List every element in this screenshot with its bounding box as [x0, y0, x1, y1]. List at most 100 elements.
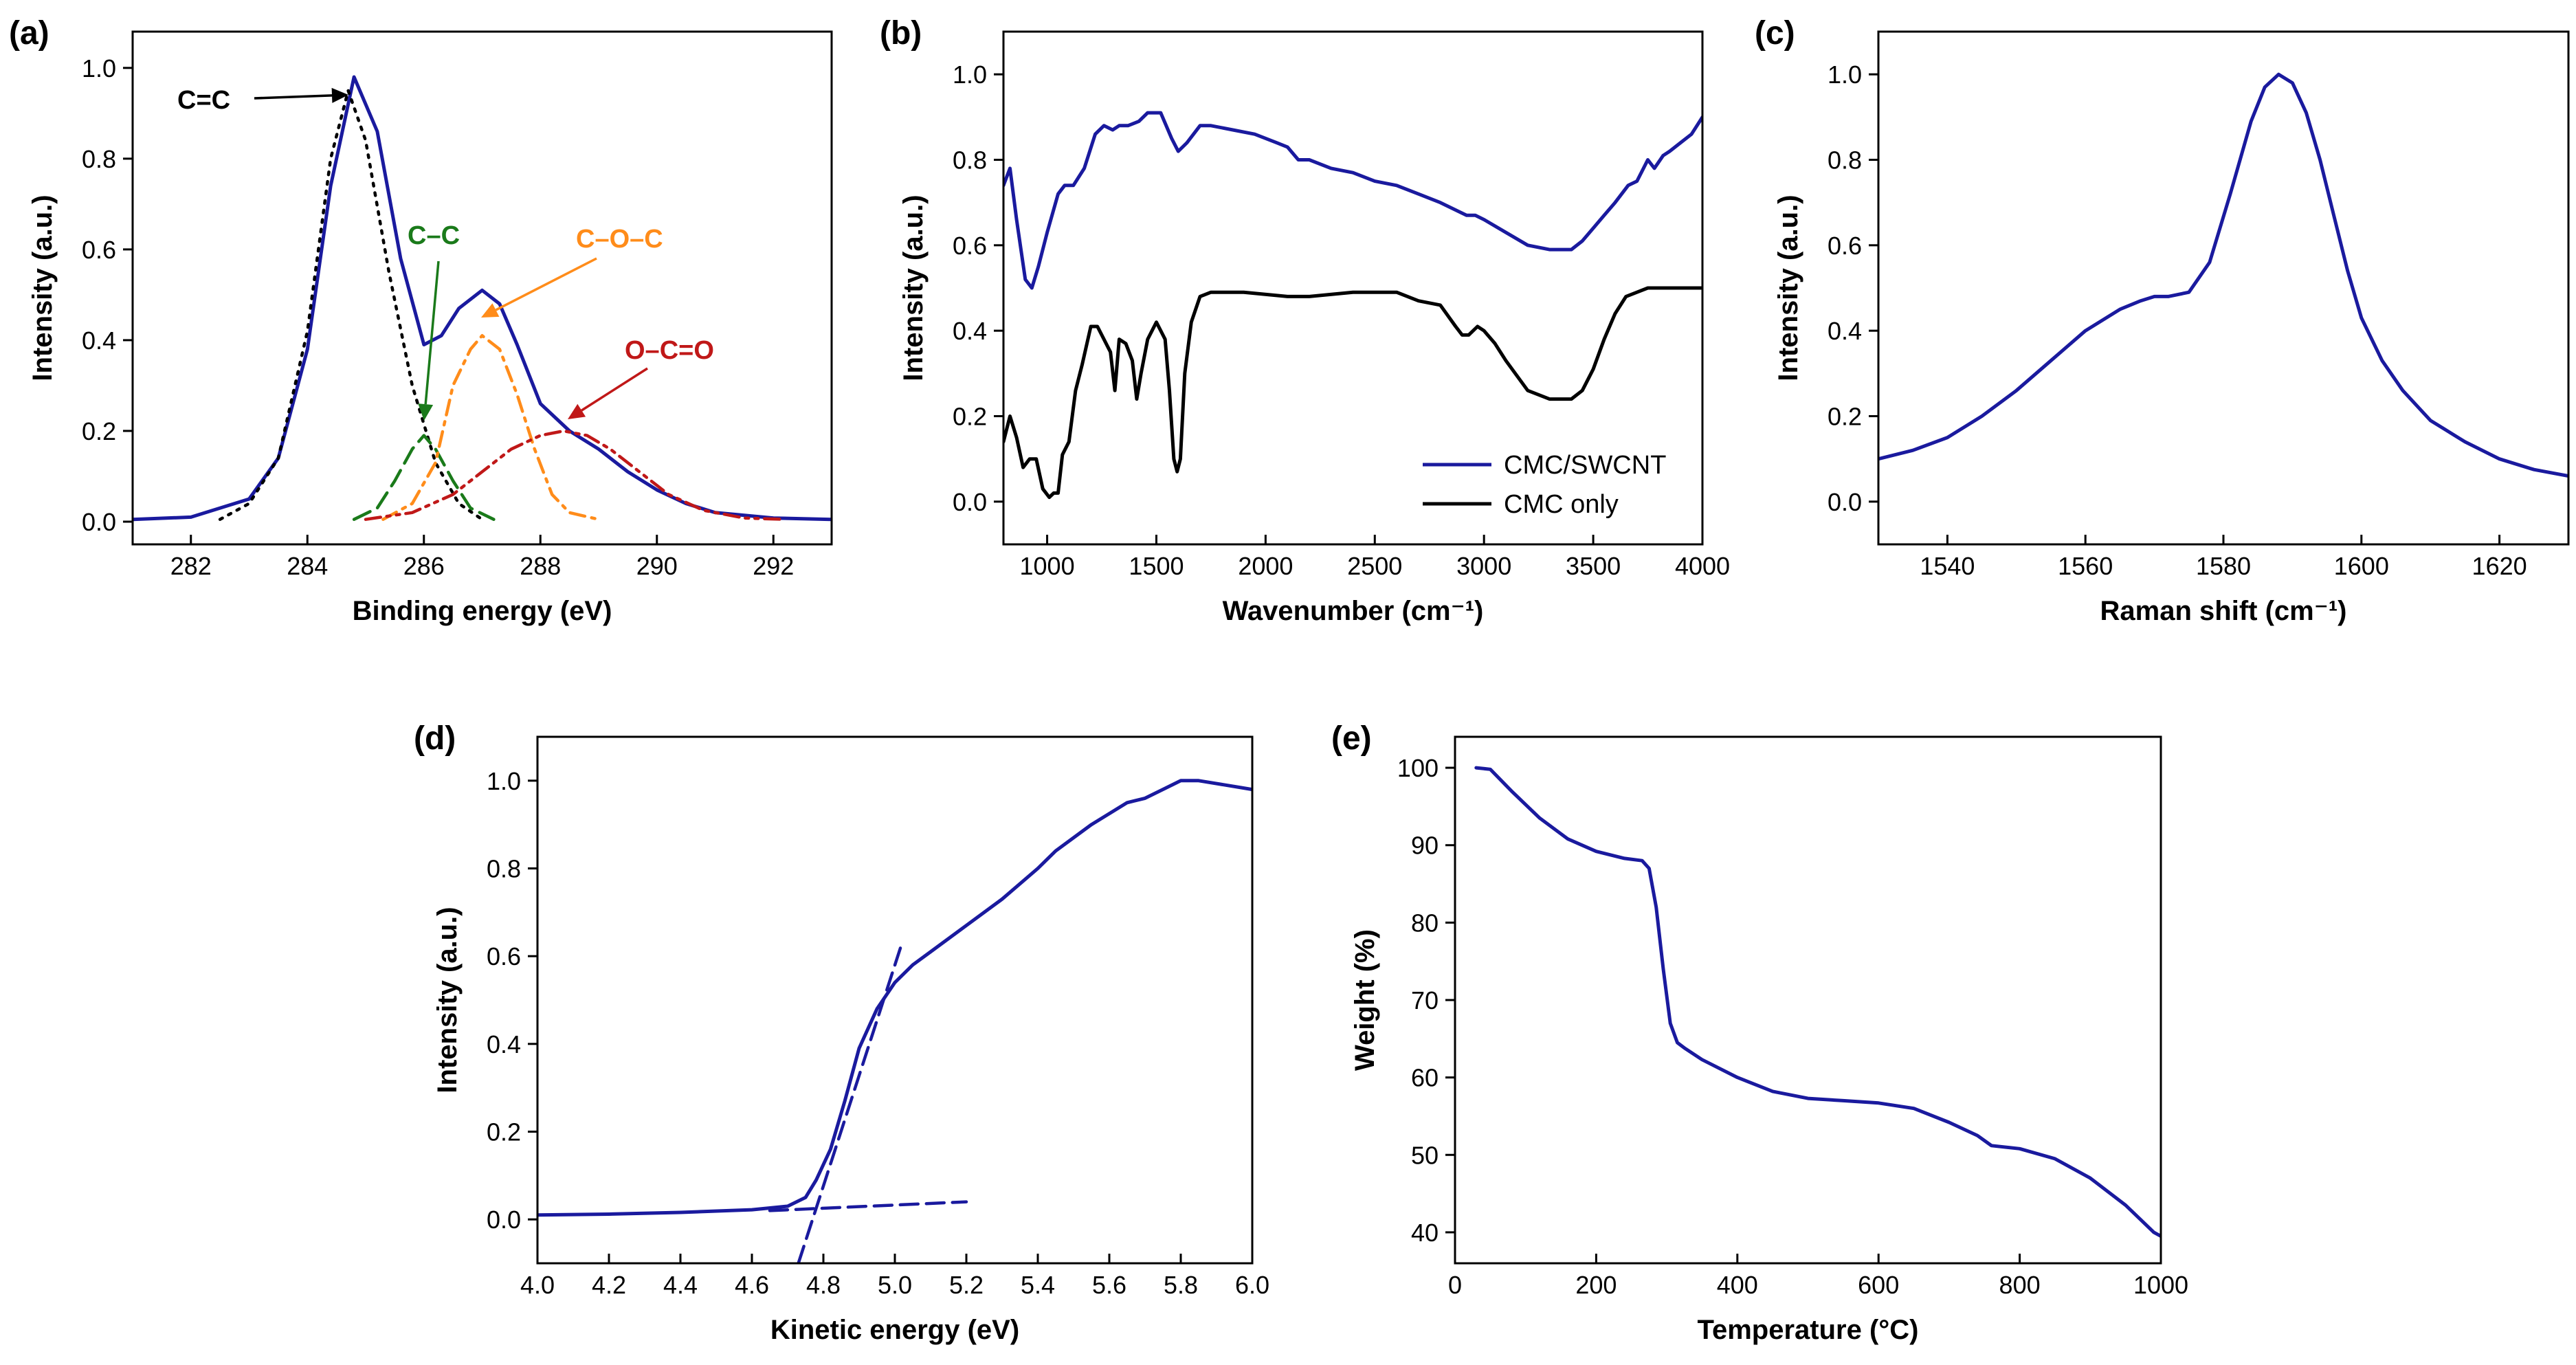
- x-tick-label: 290: [636, 552, 678, 580]
- y-tick-label: 0.2: [953, 403, 987, 431]
- y-tick-label: 0.8: [487, 855, 521, 883]
- panel-label: (c): [1755, 15, 1795, 52]
- x-tick-label: 6.0: [1235, 1271, 1269, 1299]
- series-line-0: [1878, 72, 2568, 478]
- x-tick-label: 4.0: [520, 1271, 555, 1299]
- panel-b: 1000 1500 2000 2500 3000 3500 4000 0.0 0.2 0.4 0.6…: [880, 15, 1730, 626]
- y-tick-label: 0.6: [487, 942, 521, 970]
- panel-e: 0 200 400 600 800 1000 40 50 60 70 80 90 100 Temperat…: [1331, 720, 2188, 1345]
- y-tick-label: 1.0: [1828, 60, 1862, 89]
- panel-label: (d): [414, 720, 456, 757]
- y-tick-label: 50: [1411, 1141, 1439, 1169]
- plot-frame: [1002, 30, 1704, 546]
- plot-area: [133, 75, 832, 522]
- x-tick-label: 1000: [1020, 552, 1075, 580]
- annotation-arrow: [581, 367, 648, 412]
- series-line-0: [537, 779, 1252, 1217]
- x-tick-label: 4000: [1675, 552, 1730, 580]
- x-tick-label: 5.8: [1164, 1271, 1198, 1299]
- y-tick-label: 0.2: [82, 417, 116, 445]
- y-tick-label: 0.8: [82, 145, 116, 173]
- y-tick-label: 60: [1411, 1064, 1439, 1092]
- annotation-arrow: [424, 260, 440, 405]
- x-tick-label: 1540: [1920, 552, 1975, 580]
- series-line-3: [381, 334, 601, 521]
- plot-area: [1003, 111, 1702, 500]
- y-tick-label: 0.0: [82, 508, 116, 536]
- y-axis-title: Intensity (a.u.): [1773, 195, 1803, 381]
- y-tick-label: 0.6: [1828, 232, 1862, 260]
- x-tick-label: 5.6: [1092, 1271, 1126, 1299]
- annotation-label: O–C=O: [625, 336, 714, 365]
- annotation-label: C–O–C: [576, 225, 663, 254]
- y-tick-label: 0.0: [953, 488, 987, 516]
- annotation-arrowhead: [418, 403, 434, 421]
- x-tick-label: 0: [1448, 1271, 1462, 1299]
- x-axis-title: Binding energy (eV): [353, 596, 612, 626]
- y-tick-label: 100: [1397, 754, 1439, 782]
- plot-frame: [1877, 30, 2570, 546]
- x-tick-label: 4.4: [663, 1271, 698, 1299]
- x-tick-label: 4.6: [735, 1271, 769, 1299]
- x-tick-label: 800: [1999, 1271, 2041, 1299]
- annotation-arrow: [495, 257, 597, 311]
- series-line-1: [1003, 286, 1702, 500]
- annotation-arrowhead: [331, 87, 348, 103]
- x-tick-label: 600: [1858, 1271, 1899, 1299]
- y-tick-label: 40: [1411, 1219, 1439, 1247]
- y-tick-label: 1.0: [487, 767, 521, 795]
- series-line-4: [364, 429, 787, 521]
- series-line-0: [1474, 766, 2161, 1239]
- annotation-label: C=C: [177, 86, 230, 115]
- y-tick-label: 0.8: [953, 146, 987, 175]
- x-tick-label: 284: [287, 552, 328, 580]
- x-axis-title: Raman shift (cm⁻¹): [2100, 596, 2347, 626]
- x-axis-title: Wavenumber (cm⁻¹): [1223, 596, 1484, 626]
- x-tick-label: 5.2: [949, 1271, 984, 1299]
- y-tick-label: 0.2: [1828, 403, 1862, 431]
- x-tick-label: 1560: [2058, 552, 2113, 580]
- annotation-arrowhead: [568, 403, 586, 419]
- annotation-label: C–C: [408, 221, 460, 250]
- series-line-2: [797, 941, 904, 1263]
- y-axis-title: Intensity (a.u.): [27, 195, 58, 381]
- y-axis-title: Weight (%): [1350, 929, 1380, 1071]
- panel-label: (e): [1331, 720, 1372, 757]
- x-tick-label: 282: [170, 552, 212, 580]
- series-line-1: [768, 1200, 968, 1212]
- x-tick-label: 200: [1575, 1271, 1617, 1299]
- plot-area: [537, 779, 1252, 1263]
- x-tick-label: 288: [520, 552, 561, 580]
- x-tick-label: 2500: [1347, 552, 1402, 580]
- x-tick-label: 3500: [1566, 552, 1621, 580]
- y-tick-label: 0.4: [82, 326, 116, 355]
- x-tick-label: 5.0: [878, 1271, 912, 1299]
- x-tick-label: 292: [753, 552, 794, 580]
- x-tick-label: 1000: [2133, 1271, 2188, 1299]
- panel-a: 282 284 286 288 290 292 0.0 0.2 0.4 0.6 0.8 1.0 Bind…: [9, 15, 833, 626]
- x-tick-label: 1500: [1129, 552, 1184, 580]
- annotation-arrowhead: [481, 303, 500, 318]
- panel-label: (b): [880, 15, 922, 52]
- y-tick-label: 0.0: [1828, 488, 1862, 516]
- y-tick-label: 1.0: [82, 54, 116, 82]
- y-tick-label: 0.6: [953, 232, 987, 260]
- y-tick-label: 70: [1411, 986, 1439, 1014]
- x-tick-label: 4.2: [592, 1271, 626, 1299]
- y-axis-title: Intensity (a.u.): [432, 907, 463, 1093]
- series-line-0: [1003, 111, 1702, 290]
- x-tick-label: 1580: [2196, 552, 2251, 580]
- x-tick-label: 400: [1717, 1271, 1758, 1299]
- x-tick-label: 4.8: [806, 1271, 841, 1299]
- plot-frame: [131, 30, 833, 546]
- y-tick-label: 0.4: [953, 317, 987, 345]
- y-tick-label: 1.0: [953, 60, 987, 89]
- y-tick-label: 0.2: [487, 1118, 521, 1146]
- y-axis-title: Intensity (a.u.): [898, 195, 929, 381]
- x-tick-label: 286: [403, 552, 445, 580]
- y-tick-label: 0.8: [1828, 146, 1862, 175]
- x-tick-label: 5.4: [1021, 1271, 1055, 1299]
- series-line-1: [218, 89, 484, 521]
- panel-d: 4.0 4.2 4.4 4.6 4.8 5.0 5.2 5.4 5.6 5.8 6.0 0.0 0.2 0…: [414, 720, 1269, 1345]
